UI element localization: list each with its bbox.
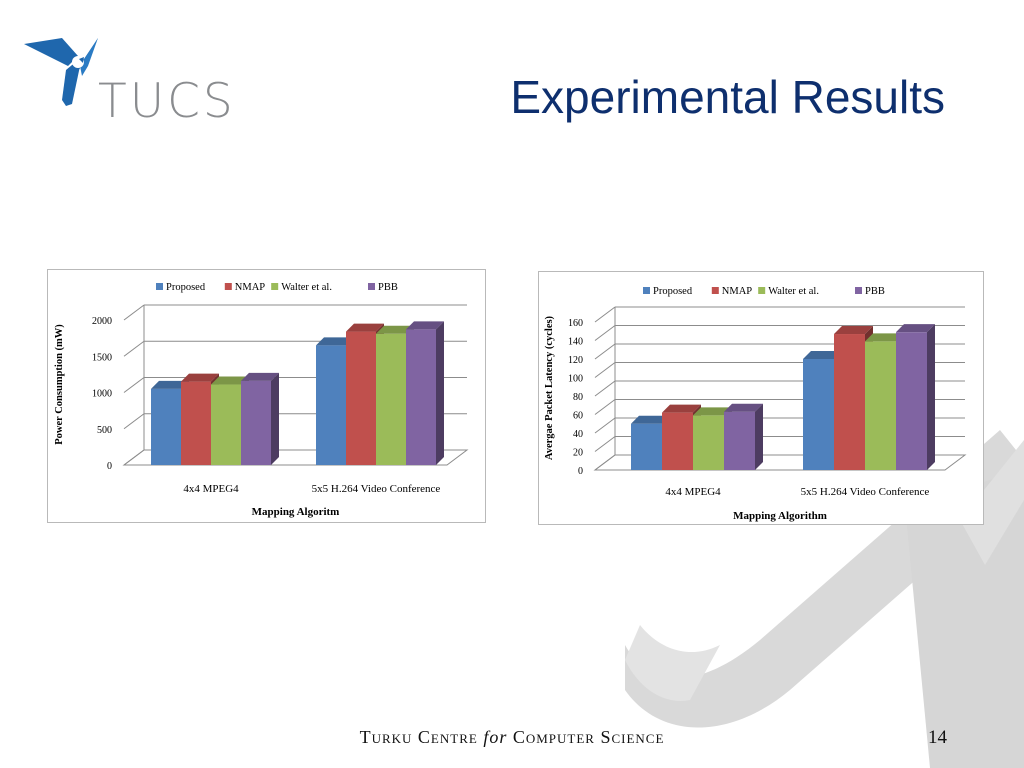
gridline-side bbox=[123, 340, 145, 357]
power-consumption-chart: 0 500 1000 1500 2000 4x4 MPEG4 5x5 H.264 Video… bbox=[47, 269, 486, 523]
bar-top bbox=[662, 404, 701, 413]
bar-top bbox=[896, 324, 935, 333]
y-tick-label: 40 bbox=[573, 429, 583, 440]
bar-front bbox=[241, 380, 271, 465]
bar-top bbox=[211, 376, 249, 385]
legend-swatch bbox=[224, 283, 232, 290]
slide-title: Experimental Results bbox=[510, 71, 945, 123]
y-axis-title: Power Consumption (mW) bbox=[54, 324, 65, 445]
gridline-side bbox=[123, 377, 145, 393]
footer-part3: Computer Science bbox=[507, 727, 665, 747]
y-tick-label: 1500 bbox=[92, 352, 112, 363]
y-tick-label: 0 bbox=[578, 466, 583, 477]
latency-chart-svg: 0 20 40 60 80 100 120 140 160 4x4 MPEG4 5x5 H.264 … bbox=[544, 286, 967, 522]
bar-front bbox=[376, 333, 406, 465]
bar-top bbox=[316, 337, 354, 346]
bar-front bbox=[346, 331, 376, 465]
bar-top bbox=[376, 325, 414, 334]
bar-top bbox=[693, 407, 732, 416]
y-tick-label: 20 bbox=[573, 448, 583, 459]
bar-front bbox=[406, 329, 436, 465]
bar-front bbox=[151, 388, 181, 465]
footer-part1: Turku Centre bbox=[359, 727, 484, 747]
bar-top bbox=[151, 380, 189, 389]
y-axis-title: Avergae Packet Latency (cycles) bbox=[544, 315, 555, 460]
category-label: 5x5 H.264 Video Conference bbox=[312, 483, 441, 495]
bar-front bbox=[211, 384, 241, 465]
page-number: 14 bbox=[928, 727, 947, 748]
tucs-logo-icon bbox=[24, 38, 98, 106]
y-tick-label: 100 bbox=[568, 374, 583, 385]
y-tick-label: 1000 bbox=[92, 389, 112, 400]
category-label: 4x4 MPEG4 bbox=[665, 486, 721, 498]
legend-swatch bbox=[271, 283, 279, 290]
y-tick-label: 2000 bbox=[92, 316, 112, 327]
bar-top bbox=[724, 403, 763, 412]
category-label: 5x5 H.264 Video Conference bbox=[801, 486, 930, 498]
packet-latency-chart: 0 20 40 60 80 100 120 140 160 4x4 MPEG4 5x5 H.264 … bbox=[538, 271, 984, 525]
legend-label: Proposed bbox=[653, 286, 693, 297]
y-tick-label: 60 bbox=[573, 411, 583, 422]
bar-front bbox=[724, 411, 755, 470]
gridline-side bbox=[594, 306, 616, 323]
gridline-side bbox=[594, 399, 616, 415]
legend-label: Walter et al. bbox=[768, 286, 819, 297]
bar-front bbox=[181, 381, 211, 465]
bar-top bbox=[803, 351, 842, 359]
legend-swatch bbox=[643, 287, 650, 294]
legend-swatch bbox=[368, 283, 375, 290]
bar-side bbox=[927, 324, 935, 470]
bar-front bbox=[803, 359, 834, 470]
y-tick-label: 0 bbox=[107, 461, 112, 472]
gridline-side bbox=[594, 380, 616, 397]
legend-label: PBB bbox=[865, 286, 885, 297]
footer-text: Turku Centre for Computer Science bbox=[0, 727, 1024, 748]
bar-front bbox=[693, 415, 724, 470]
bar-front bbox=[631, 423, 662, 470]
y-tick-label: 80 bbox=[573, 392, 583, 403]
gridline-side bbox=[123, 413, 145, 430]
bar-side bbox=[755, 403, 763, 470]
bar-top bbox=[406, 321, 444, 330]
x-axis-title: Mapping Algoritm bbox=[252, 506, 340, 518]
bar-top bbox=[241, 372, 279, 381]
gridline-side bbox=[123, 304, 145, 321]
bar-side bbox=[271, 372, 279, 465]
legend-swatch bbox=[855, 287, 862, 294]
bar-front bbox=[865, 341, 896, 470]
legend-label: Proposed bbox=[166, 282, 206, 293]
footer-part2: for bbox=[483, 727, 508, 747]
power-chart-svg: 0 500 1000 1500 2000 4x4 MPEG4 5x5 H.264 Video… bbox=[54, 282, 469, 518]
y-tick-label: 120 bbox=[568, 355, 583, 366]
bar-front bbox=[662, 412, 693, 470]
bar-top bbox=[631, 415, 670, 424]
bar-front bbox=[834, 334, 865, 470]
legend-swatch bbox=[156, 283, 163, 290]
bar-side bbox=[436, 321, 444, 465]
bar-front bbox=[316, 345, 346, 465]
gridline-side bbox=[594, 343, 616, 360]
gridline-side bbox=[594, 417, 616, 434]
legend-label: NMAP bbox=[235, 282, 266, 293]
legend-label: Walter et al. bbox=[281, 282, 332, 293]
logo-text: TUCS bbox=[98, 74, 236, 129]
bar-top bbox=[346, 323, 384, 332]
x-axis-title: Mapping Algorithm bbox=[733, 510, 827, 522]
legend-label: PBB bbox=[378, 282, 398, 293]
bar-top bbox=[865, 333, 904, 342]
category-label: 4x4 MPEG4 bbox=[183, 483, 239, 495]
bar-top bbox=[834, 326, 873, 335]
y-tick-label: 500 bbox=[97, 425, 112, 436]
bar-top bbox=[181, 373, 219, 382]
gridline-side bbox=[594, 325, 616, 341]
bar-front bbox=[896, 332, 927, 470]
gridline-side bbox=[594, 436, 616, 452]
legend-label: NMAP bbox=[722, 286, 753, 297]
gridline-side bbox=[594, 362, 616, 378]
y-tick-label: 140 bbox=[568, 337, 583, 348]
legend-swatch bbox=[758, 287, 766, 294]
y-tick-label: 160 bbox=[568, 318, 583, 329]
legend-swatch bbox=[711, 287, 719, 294]
